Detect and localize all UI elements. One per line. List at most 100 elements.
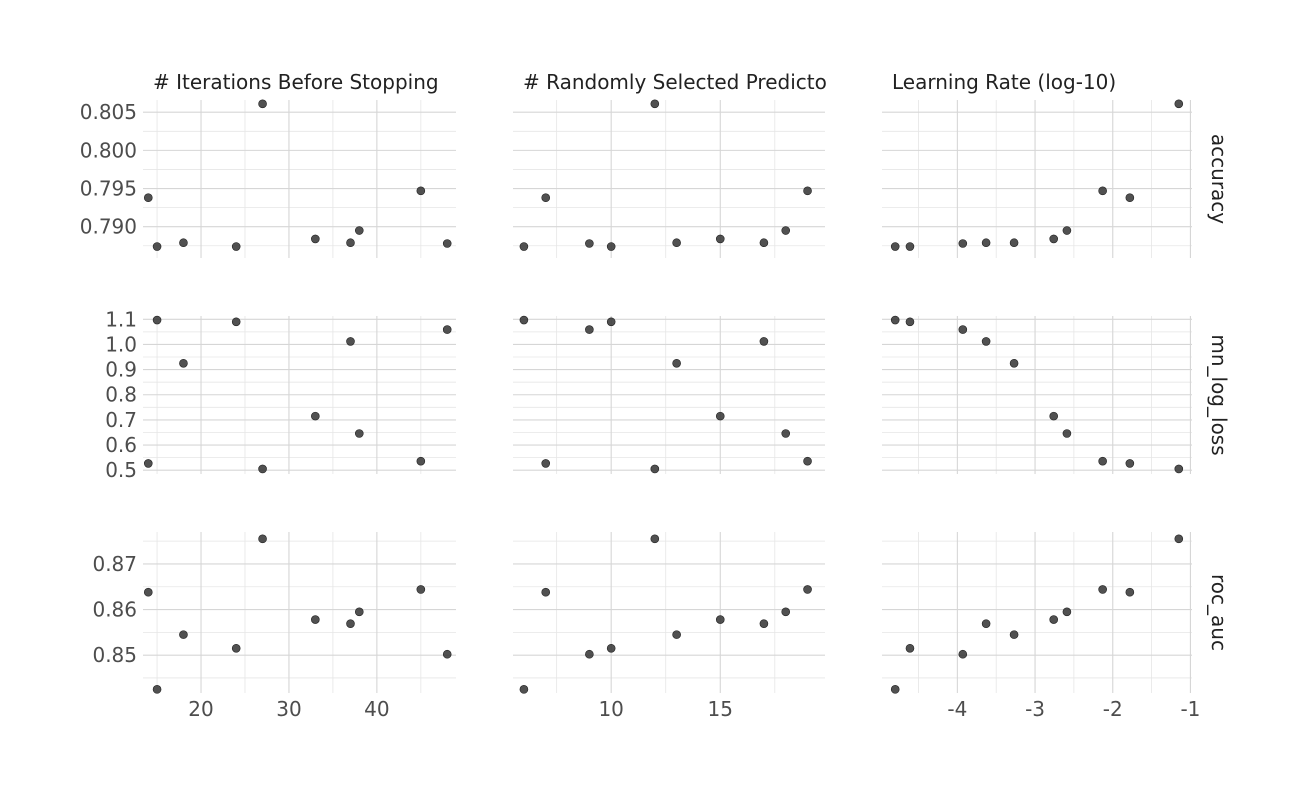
data-point xyxy=(803,186,812,196)
x-tick-label: 40 xyxy=(364,697,389,721)
data-point xyxy=(231,242,241,251)
panel-accuracy-iterations xyxy=(143,100,456,258)
y-tick-label: 0.790 xyxy=(80,215,137,239)
data-point xyxy=(905,317,915,327)
data-point xyxy=(759,337,769,346)
data-point xyxy=(152,242,162,251)
data-point xyxy=(1174,534,1184,544)
data-point xyxy=(672,358,681,368)
data-point xyxy=(803,585,812,594)
data-point xyxy=(519,685,529,694)
y-tick-label: 0.8 xyxy=(105,383,137,407)
data-point xyxy=(803,456,812,466)
data-point xyxy=(179,630,188,639)
data-point xyxy=(311,411,320,421)
data-point xyxy=(258,99,267,109)
data-point xyxy=(890,315,900,325)
data-point xyxy=(1049,615,1059,624)
data-point xyxy=(541,459,551,468)
data-point xyxy=(715,615,725,624)
data-point xyxy=(981,337,991,346)
panel-mn-log-loss-predictors xyxy=(513,316,825,474)
y-tick-label: 0.87 xyxy=(92,552,137,576)
data-point xyxy=(905,242,915,251)
data-point xyxy=(179,238,188,248)
data-point xyxy=(958,649,968,659)
data-point xyxy=(890,242,900,251)
data-point xyxy=(1009,358,1019,368)
data-point xyxy=(416,585,426,594)
y-tick-label: 0.805 xyxy=(80,100,137,124)
data-point xyxy=(231,317,241,327)
data-point xyxy=(981,619,991,628)
data-point xyxy=(231,644,241,653)
data-point xyxy=(1098,585,1107,594)
data-point xyxy=(1174,99,1184,109)
data-point xyxy=(541,587,551,597)
data-point xyxy=(143,587,153,597)
data-point xyxy=(1009,630,1019,639)
facet-label-mn-log-loss: mn_log_loss xyxy=(1207,334,1231,455)
data-point xyxy=(519,315,529,325)
data-point xyxy=(1098,456,1107,466)
y-tick-label: 0.800 xyxy=(80,138,137,162)
data-point xyxy=(759,238,769,248)
data-point xyxy=(1049,234,1059,244)
panel-accuracy-learning-rate xyxy=(882,100,1192,258)
data-point xyxy=(143,193,153,203)
data-point xyxy=(1125,193,1135,203)
panel-accuracy-predictors xyxy=(513,100,825,258)
data-point xyxy=(354,429,364,438)
data-point xyxy=(258,464,267,474)
data-point xyxy=(1009,238,1019,248)
data-point xyxy=(416,186,426,196)
y-tick-label: 0.85 xyxy=(92,643,137,667)
data-point xyxy=(442,649,452,659)
y-tick-label: 0.5 xyxy=(105,458,137,482)
data-point xyxy=(1062,429,1072,438)
data-point xyxy=(650,534,660,544)
data-point xyxy=(1062,226,1072,235)
facet-label-accuracy: accuracy xyxy=(1207,134,1231,224)
y-tick-label: 1.1 xyxy=(105,307,137,331)
x-tick-label: -3 xyxy=(1025,697,1045,721)
data-point xyxy=(672,630,681,639)
y-tick-label: 0.795 xyxy=(80,177,137,201)
facet-title-learning-rate: Learning Rate (log-10) xyxy=(892,70,1116,94)
data-point xyxy=(650,99,660,109)
facet-title-iterations: # Iterations Before Stopping xyxy=(153,70,439,94)
panel-roc-auc-iterations xyxy=(143,532,456,693)
y-tick-label: 0.9 xyxy=(105,358,137,382)
data-point xyxy=(346,238,355,248)
data-point xyxy=(715,411,725,421)
data-point xyxy=(650,464,660,474)
x-tick-label: 20 xyxy=(188,697,213,721)
x-tick-label: -1 xyxy=(1180,697,1200,721)
data-point xyxy=(905,644,915,653)
data-point xyxy=(1125,459,1135,468)
x-tick-label: 15 xyxy=(708,697,733,721)
y-tick-label: 0.6 xyxy=(105,433,137,457)
data-point xyxy=(152,315,162,325)
data-point xyxy=(152,685,162,694)
x-tick-label: 30 xyxy=(276,697,301,721)
data-point xyxy=(672,238,681,248)
data-point xyxy=(606,644,616,653)
data-point xyxy=(606,317,616,327)
x-tick-label: -4 xyxy=(947,697,967,721)
y-tick-label: 0.86 xyxy=(92,598,137,622)
panel-mn-log-loss-learning-rate xyxy=(882,316,1192,474)
data-point xyxy=(354,226,364,235)
data-point xyxy=(346,337,355,346)
data-point xyxy=(981,238,991,248)
data-point xyxy=(258,534,267,544)
data-point xyxy=(1174,464,1184,474)
x-tick-label: -2 xyxy=(1103,697,1123,721)
data-point xyxy=(585,325,594,334)
data-point xyxy=(519,242,529,251)
data-point xyxy=(1125,587,1135,597)
data-point xyxy=(179,358,188,368)
data-point xyxy=(354,607,364,617)
data-point xyxy=(781,429,791,438)
